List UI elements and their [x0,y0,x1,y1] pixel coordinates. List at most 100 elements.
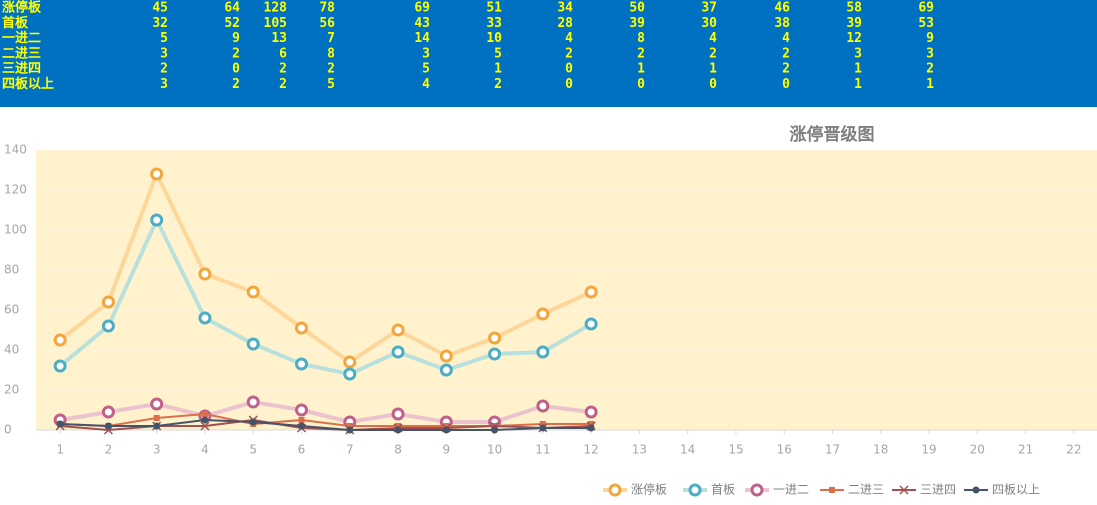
x-tick-label: 17 [825,443,840,457]
legend-label: 二进三 [848,483,884,497]
x-tick-label: 2 [105,443,113,457]
point [391,323,405,337]
x-tick-label: 10 [487,443,502,457]
cell: 33 [486,16,502,31]
point [584,317,598,331]
point [391,407,405,421]
point [394,426,402,434]
point [536,307,550,321]
point [150,213,164,227]
cell: 0 [565,77,573,92]
x-tick-label: 11 [535,443,550,457]
y-tick-label: 140 [4,143,27,157]
point [488,347,502,361]
point [200,421,210,431]
point [536,399,550,413]
point [443,423,450,429]
cell: 7 [327,31,335,46]
cell: 9 [926,31,934,46]
point [201,416,209,424]
cell: 58 [846,1,862,16]
cell: 1 [854,77,862,92]
point [587,424,595,432]
row-label: 四板以上 [2,76,54,92]
cell: 64 [224,1,240,16]
cell: 2 [782,46,790,61]
point [153,415,160,421]
cell: 56 [319,16,335,31]
y-tick-label: 60 [4,303,19,317]
cell: 28 [557,16,573,31]
cell: 46 [774,1,790,16]
cell: 5 [494,46,502,61]
cell: 52 [224,16,240,31]
row-label: 三进四 [2,62,41,77]
point [295,357,308,371]
cell: 3 [160,46,168,61]
cell: 105 [264,16,287,31]
cell: 0 [782,77,790,92]
cell: 4 [422,77,430,92]
x-tick-label: 8 [394,443,402,457]
point [588,421,595,427]
cell: 0 [232,62,240,77]
x-tick-label: 16 [777,443,792,457]
cell: 3 [422,46,430,61]
point [395,423,402,429]
x-tick-label: 6 [298,443,306,457]
cell: 13 [271,31,287,46]
cell: 5 [422,62,430,77]
legend-marker [829,487,835,493]
series-line [58,215,593,377]
cell: 38 [774,16,790,31]
cell: 8 [637,31,645,46]
legend-label: 三进四 [920,483,956,497]
cell: 14 [414,31,430,46]
y-tick-label: 40 [4,343,19,357]
cell: 39 [846,16,862,31]
x-tick-label: 4 [201,443,209,457]
cell: 2 [232,77,240,92]
x-tick-label: 21 [1018,443,1033,457]
cell: 30 [701,16,717,31]
point [53,333,67,347]
cell: 39 [629,16,645,31]
cell: 45 [152,1,168,16]
x-tick-label: 22 [1066,443,1081,457]
cell: 2 [160,62,168,77]
cell: 4 [565,31,573,46]
cell: 2 [279,62,287,77]
point [246,285,260,299]
cell: 69 [414,1,430,16]
cell: 0 [637,77,645,92]
series-line [58,168,592,365]
point [246,395,260,409]
point [346,423,353,429]
x-tick-label: 3 [153,443,161,457]
point [539,421,546,427]
point [488,331,502,345]
cell: 0 [709,77,717,92]
y-tick-label: 0 [4,423,12,437]
point [584,405,598,419]
cell: 6 [279,46,287,61]
legend-label: 涨停板 [631,482,667,497]
point [539,424,547,432]
point [295,403,308,417]
point [101,319,115,333]
cell: 1 [709,62,717,77]
point [56,420,64,428]
series-line [60,418,592,431]
cell: 2 [232,46,240,61]
cell: 43 [414,16,430,31]
cell: 128 [264,1,288,16]
point [343,367,357,381]
cell: 1 [494,62,502,77]
legend-label: 首板 [711,483,735,497]
x-tick-label: 18 [873,443,888,457]
point [295,321,308,335]
point [536,345,550,359]
cell: 37 [701,1,717,16]
point [584,285,598,299]
x-tick-label: 5 [249,443,257,457]
